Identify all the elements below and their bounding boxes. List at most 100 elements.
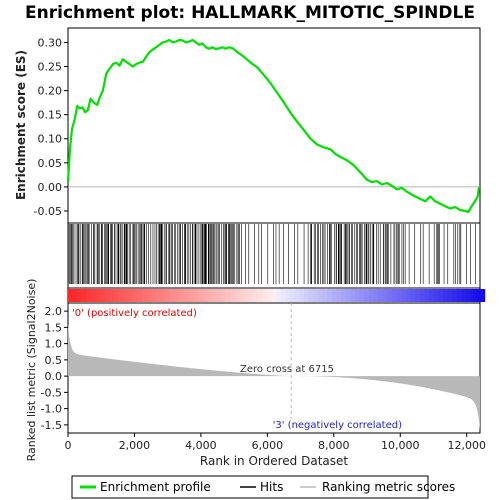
colorbar-segment <box>294 289 300 302</box>
es-y-axis-label: Enrichment score (ES) <box>14 50 28 200</box>
colorbar-segment <box>216 289 222 302</box>
colorbar-segment <box>285 289 291 302</box>
metric-fill <box>68 324 480 430</box>
colorbar-segment <box>211 289 217 302</box>
rank-colorbar <box>68 289 486 302</box>
colorbar-segment <box>327 289 333 302</box>
colorbar-segment <box>438 289 444 302</box>
x-tick-label: 0 <box>65 439 72 452</box>
hit-marks <box>68 224 476 284</box>
colorbar-segment <box>378 289 384 302</box>
metric-y-tick-label: 1.0 <box>45 338 63 351</box>
colorbar-segment <box>68 289 74 302</box>
colorbar-segment <box>433 289 439 302</box>
colorbar-segment <box>401 289 407 302</box>
x-axis-label: Rank in Ordered Dataset <box>200 454 348 468</box>
colorbar-segment <box>105 289 111 302</box>
colorbar-segment <box>443 289 449 302</box>
metric-y-axis-label: Ranked list metric (Signal2Noise) <box>25 279 38 462</box>
colorbar-segment <box>429 289 435 302</box>
colorbar-segment <box>179 289 185 302</box>
x-ticks: 0 2,000 4,000 6,000 8,000 10,000 12,000 <box>65 433 486 452</box>
colorbar-segment <box>220 289 226 302</box>
colorbar-segment <box>331 289 338 302</box>
colorbar-segment <box>456 289 463 302</box>
chart-title: Enrichment plot: HALLMARK_MITOTIC_SPINDL… <box>25 3 475 23</box>
metric-y-tick-label: -1.0 <box>41 403 62 416</box>
colorbar-segment <box>318 289 324 302</box>
colorbar-segment <box>405 289 412 302</box>
x-tick-label: 12,000 <box>447 439 486 452</box>
colorbar-segment <box>169 289 175 302</box>
colorbar-segment <box>355 289 361 302</box>
colorbar-segment <box>151 289 157 302</box>
colorbar-segment <box>257 289 263 302</box>
x-tick-label: 2,000 <box>119 439 151 452</box>
es-panel <box>67 27 481 224</box>
colorbar-segment <box>156 289 162 302</box>
colorbar-segment <box>415 289 421 302</box>
metric-y-tick-label: 1.5 <box>45 321 63 334</box>
colorbar-segment <box>137 289 143 302</box>
metric-y-tick-label: 2.0 <box>45 305 63 318</box>
colorbar-segment <box>253 289 259 302</box>
metric-y-tick-label: -0.5 <box>41 386 62 399</box>
colorbar-segment <box>243 289 250 302</box>
legend: Enrichment profile Hits Ranking metric s… <box>71 475 455 499</box>
colorbar-segment <box>197 289 203 302</box>
colorbar-segment <box>308 289 314 302</box>
colorbar-segment <box>81 289 88 302</box>
colorbar-segment <box>230 289 236 302</box>
x-tick-label: 6,000 <box>252 439 284 452</box>
metric-y-tick-label: -1.5 <box>41 419 62 432</box>
colorbar-segment <box>345 289 351 302</box>
colorbar-segment <box>276 289 282 302</box>
zero-cross-label: Zero cross at 6715 <box>240 364 334 375</box>
colorbar-segment <box>234 289 240 302</box>
legend-metric-label: Ranking metric scores <box>322 480 455 494</box>
colorbar-segment <box>466 289 472 302</box>
metric-area <box>68 303 480 430</box>
colorbar-segment <box>174 289 180 302</box>
colorbar-segment <box>91 289 97 302</box>
colorbar-segment <box>262 289 268 302</box>
es-y-tick-label: 0.25 <box>38 61 63 74</box>
colorbar-segment <box>95 289 101 302</box>
colorbar-segment <box>480 289 486 302</box>
legend-es-label: Enrichment profile <box>100 480 211 494</box>
colorbar-segment <box>447 289 453 302</box>
colorbar-segment <box>132 289 138 302</box>
positive-correlation-label: '0' (positively correlated) <box>72 308 197 319</box>
es-line <box>66 38 481 213</box>
colorbar-segment <box>72 289 78 302</box>
colorbar-segment <box>452 289 458 302</box>
colorbar-segment <box>165 289 171 302</box>
colorbar-segment <box>313 289 319 302</box>
colorbar-segment <box>123 289 129 302</box>
colorbar-segment <box>114 289 120 302</box>
colorbar-segment <box>359 289 365 302</box>
colorbar-segment <box>271 289 277 302</box>
colorbar-segment <box>350 289 356 302</box>
x-tick-label: 4,000 <box>185 439 217 452</box>
colorbar-segment <box>470 289 476 302</box>
colorbar-segment <box>267 289 273 302</box>
metric-y-tick-label: 0.0 <box>45 370 63 383</box>
colorbar-segment <box>109 289 115 302</box>
es-y-tick-label: 0.15 <box>38 109 63 122</box>
colorbar-segment <box>225 289 231 302</box>
colorbar-segment <box>368 289 375 302</box>
x-tick-label: 8,000 <box>318 439 350 452</box>
es-series <box>66 38 481 213</box>
colorbar-segment <box>424 289 430 302</box>
colorbar-segment <box>322 289 328 302</box>
negative-correlation-label: '3' (negatively correlated) <box>273 420 402 431</box>
colorbar-segment <box>336 289 342 302</box>
colorbar-segment <box>142 289 148 302</box>
es-y-tick-label: 0.05 <box>38 157 63 170</box>
colorbar-segment <box>128 289 134 302</box>
colorbar-segment <box>77 289 83 302</box>
colorbar-segment <box>248 289 254 302</box>
colorbar-segment <box>100 289 106 302</box>
